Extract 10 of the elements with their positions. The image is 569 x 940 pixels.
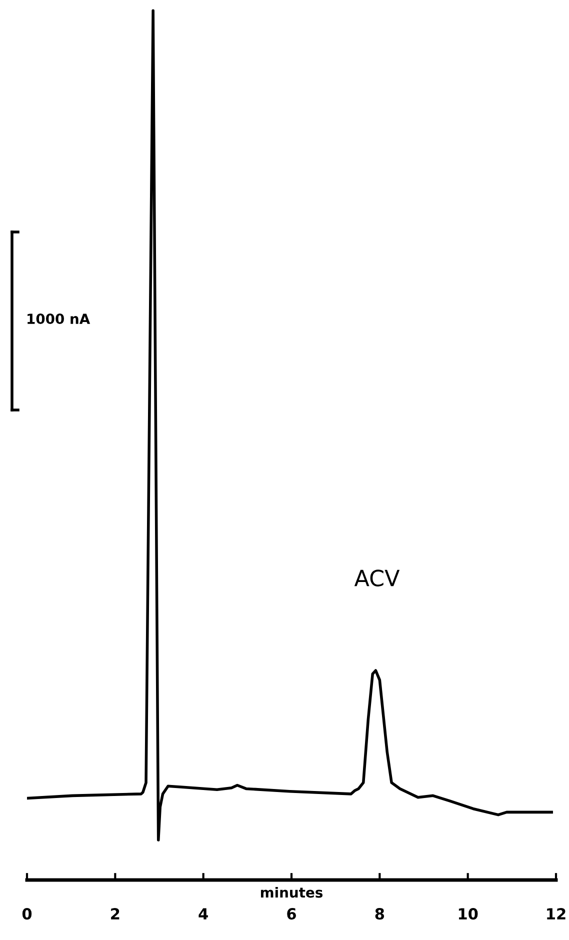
- x-tick-label: 6: [287, 908, 296, 920]
- x-tick-label: 10: [458, 908, 478, 920]
- x-tick-label: 4: [198, 908, 208, 920]
- x-tick-label: 8: [375, 908, 384, 920]
- x-tick-label: 0: [22, 908, 32, 920]
- x-tick-label: 12: [547, 908, 566, 920]
- annotation: 1000 nA: [28, 314, 90, 324]
- annotation: ACV: [354, 570, 400, 586]
- x-axis-title: minutes: [260, 886, 323, 898]
- x-tick-label: 2: [111, 908, 120, 920]
